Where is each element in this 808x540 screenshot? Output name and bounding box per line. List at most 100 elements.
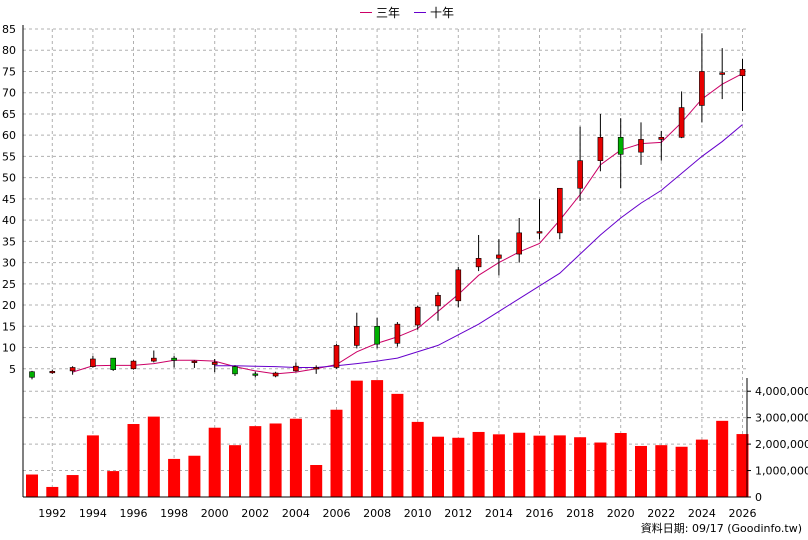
x-tick-label: 2002 (241, 507, 269, 520)
x-tick-label: 2004 (282, 507, 310, 520)
price-tick-label: 85 (2, 23, 16, 36)
candle-body (719, 72, 726, 75)
candle-body (353, 325, 360, 346)
price-tick-label: 50 (2, 172, 16, 185)
volume-bar (594, 442, 607, 497)
volume-bar (371, 380, 384, 497)
volume-tick-label: 4,000,000 (755, 385, 808, 398)
candle-body (49, 371, 56, 374)
legend-item-ma10: 十年 (414, 4, 454, 21)
candle-body (171, 357, 177, 361)
volume-bar (147, 416, 160, 497)
volume-bar (472, 431, 485, 497)
volume-bar (614, 433, 627, 497)
candle-body (90, 358, 96, 367)
candle-body (272, 372, 279, 377)
volume-bar (716, 420, 729, 497)
volume-tick-label: 3,000,000 (755, 412, 808, 425)
price-tick-label: 65 (2, 108, 16, 121)
volume-bar (208, 427, 221, 497)
candle-body (394, 323, 401, 344)
candle-body (475, 258, 482, 268)
candle-body (516, 232, 523, 255)
volume-bar (107, 471, 120, 497)
volume-bar (391, 393, 404, 497)
volume-bar (289, 418, 302, 497)
volume-bar (46, 486, 59, 497)
price-tick-label: 20 (2, 299, 16, 312)
candle-body (455, 269, 462, 302)
candle-body (435, 294, 441, 307)
volume-tick-label: 2,000,000 (755, 438, 808, 451)
price-tick-label: 15 (2, 320, 16, 333)
candle-body (556, 187, 563, 234)
legend-label-ma3: 三年 (376, 6, 401, 20)
price-tick-label: 30 (2, 257, 16, 270)
volume-bar (452, 437, 465, 497)
ma3-swatch (360, 12, 372, 13)
candle-body (191, 360, 198, 363)
candle-body (29, 371, 35, 378)
price-tick-label: 45 (2, 193, 16, 206)
price-gridlines (23, 28, 747, 497)
price-tick-label: 55 (2, 150, 16, 163)
price-tick-label: 75 (2, 65, 16, 78)
volume-bar (188, 455, 201, 497)
candle-body (69, 367, 76, 372)
candle-body (496, 254, 502, 259)
candle-body (678, 107, 685, 138)
volume-bar (86, 435, 99, 497)
x-tick-label: 2016 (526, 507, 554, 520)
price-tick-label: 10 (2, 342, 16, 355)
x-tick-label: 2014 (485, 507, 513, 520)
chart-legend: 三年 十年 (360, 4, 454, 21)
price-tick-label: 5 (9, 363, 16, 376)
x-tick-label: 2006 (323, 507, 351, 520)
volume-bar (533, 435, 546, 497)
volume-bars (26, 380, 749, 497)
candle-body (232, 366, 238, 375)
x-tick-label: 1994 (79, 507, 107, 520)
candle-body (374, 325, 380, 345)
volume-bar (310, 465, 323, 497)
candle-body (638, 139, 644, 153)
volume-tick-label: 0 (755, 491, 762, 504)
volume-bar (127, 424, 140, 497)
candle-body (699, 71, 705, 106)
moving-average-lines (72, 73, 743, 375)
volume-bar (695, 439, 708, 497)
volume-bar (249, 426, 262, 497)
price-tick-label: 70 (2, 87, 16, 100)
candle-body (151, 357, 157, 362)
volume-bar (229, 445, 241, 497)
volume-bar (675, 446, 688, 497)
chart-axes (22, 25, 751, 498)
ma10-swatch (414, 12, 427, 13)
candle-body (313, 367, 320, 370)
candlesticks (29, 33, 746, 380)
volume-bar (350, 380, 363, 497)
ma3-line (72, 73, 743, 375)
candle-body (211, 362, 218, 365)
tick-labels: 1992 1994 1996 1998 2000 2002 2004 2006 2008 2010… (2, 23, 808, 520)
candle-body (536, 231, 543, 234)
x-tick-label: 2026 (729, 507, 757, 520)
volume-bar (635, 445, 647, 497)
x-tick-label: 2008 (363, 507, 391, 520)
data-source-note: 資料日期: 09/17 (Goodinfo.tw) (640, 522, 802, 535)
x-tick-label: 2020 (607, 507, 635, 520)
x-tick-label: 2000 (201, 507, 229, 520)
price-tick-label: 35 (2, 235, 16, 248)
volume-bar (269, 423, 282, 497)
x-tick-label: 2022 (647, 507, 675, 520)
volume-bar (513, 432, 526, 497)
price-tick-label: 25 (2, 278, 16, 291)
x-tick-label: 1998 (160, 507, 188, 520)
candle-body (597, 137, 604, 161)
volume-bar (411, 421, 424, 497)
volume-bar (168, 458, 181, 497)
x-tick-label: 2012 (444, 507, 472, 520)
volume-bar (66, 475, 79, 497)
candle-body (577, 160, 583, 189)
